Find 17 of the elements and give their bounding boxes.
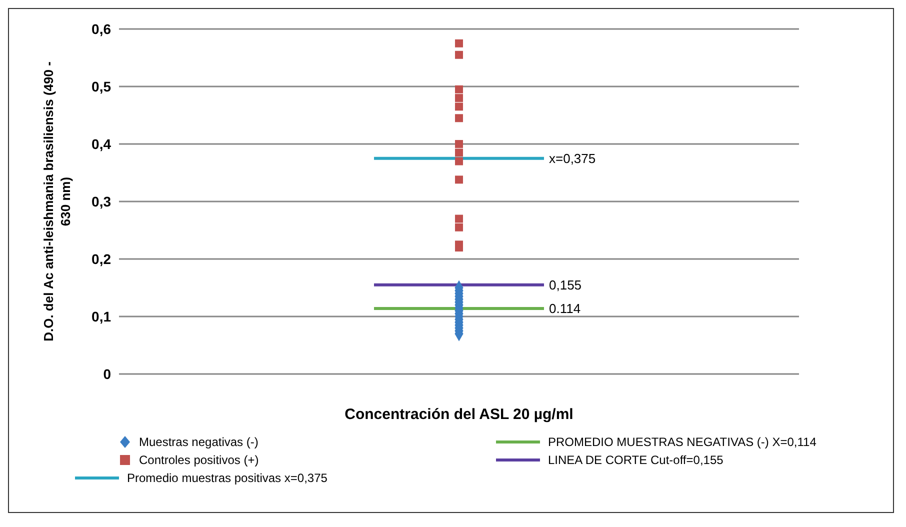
y-tick-label: 0,4 [92, 136, 112, 152]
y-tick-label: 0,2 [92, 250, 112, 267]
legend-label: PROMEDIO MUESTRAS NEGATIVAS (-) X=0,114 [548, 435, 816, 449]
legend-label: Muestras negativas (-) [139, 435, 258, 449]
annotation: 0,155 [549, 277, 582, 292]
x-axis-title: Concentración del ASL 20 µg/ml [344, 406, 574, 423]
y-axis-title: D.O. del Ac anti-leishmania brasiliensis (490 - 630 nm) [41, 62, 73, 342]
legend-label: Promedio muestras positivas x=0,375 [127, 471, 328, 485]
y-tick-label: 0 [103, 366, 112, 382]
y-tick-label: 0,3 [92, 193, 112, 210]
annotation: 0.114 [549, 301, 581, 316]
y-tick-label: 0,5 [92, 78, 112, 94]
legend-label: Controles positivos (+) [139, 453, 259, 467]
y-tick-label: 0,6 [92, 20, 112, 37]
legend-label: LINEA DE CORTE Cut-off=0,155 [548, 453, 724, 467]
annotation: x=0,375 [549, 150, 596, 166]
y-tick-label: 0,1 [92, 308, 112, 324]
